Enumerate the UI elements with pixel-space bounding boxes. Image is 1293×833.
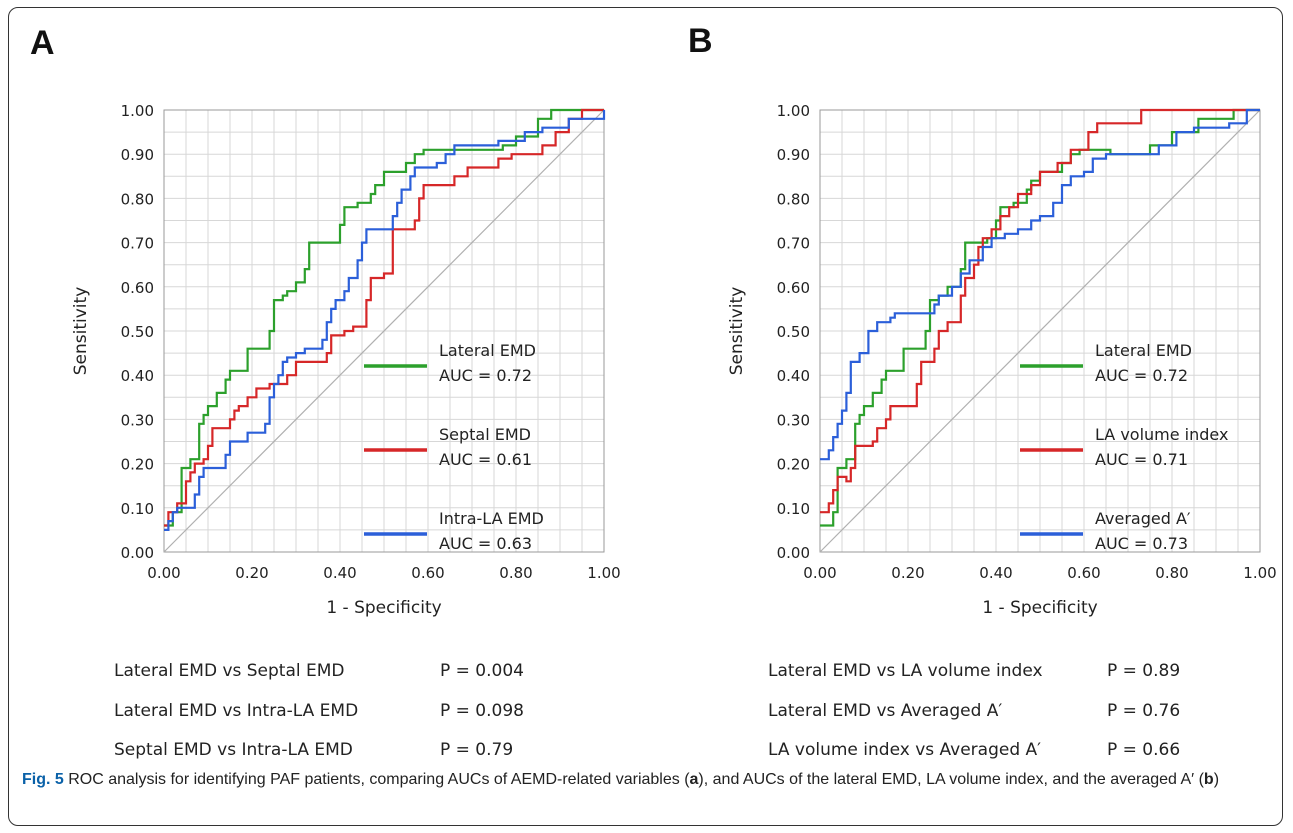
- legend-series-name: Averaged A′: [1095, 509, 1191, 528]
- comparison-p-value: P = 0.66: [1107, 740, 1181, 760]
- y-tick-label: 1.00: [777, 102, 810, 120]
- x-tick-label: 0.40: [323, 564, 356, 582]
- y-tick-label: 0.80: [777, 190, 810, 208]
- comparison-p-value: P = 0.76: [1107, 701, 1181, 721]
- roc-curve: [164, 108, 604, 527]
- figure-caption: Fig. 5 ROC analysis for identifying PAF …: [22, 768, 1267, 792]
- y-tick-label: 0.70: [121, 235, 154, 253]
- y-tick-label: 0.60: [777, 279, 810, 297]
- y-tick-label: 0.20: [121, 456, 154, 474]
- roc-chart-b: 0.00 0.10 0.20 0.30 0.40 0.50 0.60 0.70 0.80 0.90…: [727, 102, 1277, 618]
- plot-border: [819, 109, 1261, 553]
- y-tick-label: 1.00: [121, 102, 154, 120]
- x-tick-label: 0.80: [499, 564, 532, 582]
- comparison-p-value: P = 0.098: [440, 701, 524, 721]
- legend-auc: AUC = 0.72: [1095, 366, 1188, 385]
- legend-series-name: Lateral EMD: [439, 341, 536, 360]
- y-tick-label: 0.40: [777, 367, 810, 385]
- y-tick-label: 0.90: [121, 146, 154, 164]
- x-axis-label: 1 - Specificity: [326, 598, 441, 618]
- x-tick-label: 0.60: [411, 564, 444, 582]
- y-tick-label: 0.80: [121, 190, 154, 208]
- y-tick-label: 0.20: [777, 456, 810, 474]
- legend-series-name: Septal EMD: [439, 425, 531, 444]
- x-tick-label: 0.20: [891, 564, 924, 582]
- caption-ref-a: a: [689, 771, 699, 788]
- x-tick-label: 0.20: [235, 564, 268, 582]
- comparison-label: Lateral EMD vs Septal EMD: [114, 661, 345, 681]
- comparison-p-value: P = 0.004: [440, 661, 524, 681]
- caption-text: ROC analysis for identifying PAF patient…: [63, 771, 690, 788]
- plot-border: [163, 109, 605, 553]
- panel-letter-a: A: [30, 24, 55, 62]
- legend-series-name: LA volume index: [1095, 425, 1228, 444]
- caption-figure-label: Fig. 5: [22, 771, 64, 788]
- panel-letter-b: B: [688, 22, 713, 60]
- x-tick-label: 0.60: [1067, 564, 1100, 582]
- x-tick-label: 0.00: [803, 564, 836, 582]
- y-tick-label: 0.10: [777, 500, 810, 518]
- legend-auc: AUC = 0.63: [439, 534, 532, 553]
- roc-curve: [164, 110, 606, 532]
- y-axis-label: Sensitivity: [71, 287, 91, 376]
- legend-series-name: Intra-LA EMD: [439, 509, 544, 528]
- comparison-p-value: P = 0.89: [1107, 661, 1181, 681]
- caption-ref-b: b: [1203, 771, 1214, 788]
- comparison-label: Lateral EMD vs Intra-LA EMD: [114, 701, 359, 721]
- roc-curve: [164, 108, 604, 527]
- y-tick-label: 0.10: [121, 500, 154, 518]
- legend-auc: AUC = 0.71: [1095, 450, 1188, 469]
- comparison-label: Lateral EMD vs LA volume index: [768, 661, 1043, 681]
- roc-curve: [820, 108, 1260, 527]
- roc-curve: [820, 108, 1260, 461]
- y-tick-label: 0.40: [121, 367, 154, 385]
- x-tick-label: 1.00: [587, 564, 620, 582]
- y-tick-label: 0.60: [121, 279, 154, 297]
- comparison-label: Septal EMD vs Intra-LA EMD: [114, 740, 353, 760]
- y-tick-label: 0.00: [777, 544, 810, 562]
- x-tick-label: 1.00: [1243, 564, 1276, 582]
- x-tick-label: 0.40: [979, 564, 1012, 582]
- y-tick-label: 0.50: [777, 323, 810, 341]
- caption-text: ): [1213, 771, 1220, 788]
- y-tick-label: 0.50: [121, 323, 154, 341]
- y-axis-label: Sensitivity: [727, 287, 747, 376]
- y-tick-label: 0.30: [121, 411, 154, 429]
- y-tick-label: 0.00: [121, 544, 154, 562]
- comparison-p-value: P = 0.79: [440, 740, 514, 760]
- caption-text: ), and AUCs of the lateral EMD, LA volum…: [698, 771, 1204, 788]
- reference-diagonal: [819, 109, 1261, 553]
- comparison-label: LA volume index vs Averaged A′: [768, 740, 1042, 760]
- figure-frame: [8, 7, 1283, 826]
- legend-auc: AUC = 0.61: [439, 450, 532, 469]
- y-tick-label: 0.90: [777, 146, 810, 164]
- y-tick-label: 0.70: [777, 235, 810, 253]
- roc-chart-a: 0.00 0.10 0.20 0.30 0.40 0.50 0.60 0.70 0.80 0.90…: [71, 102, 621, 618]
- reference-diagonal: [163, 109, 605, 553]
- legend-auc: AUC = 0.72: [439, 366, 532, 385]
- legend-auc: AUC = 0.73: [1095, 534, 1188, 553]
- y-tick-label: 0.30: [777, 411, 810, 429]
- roc-curve: [820, 108, 1260, 514]
- x-tick-label: 0.80: [1155, 564, 1188, 582]
- x-tick-label: 0.00: [147, 564, 180, 582]
- comparison-label: Lateral EMD vs Averaged A′: [768, 701, 1003, 721]
- legend-series-name: Lateral EMD: [1095, 341, 1192, 360]
- x-axis-label: 1 - Specificity: [982, 598, 1097, 618]
